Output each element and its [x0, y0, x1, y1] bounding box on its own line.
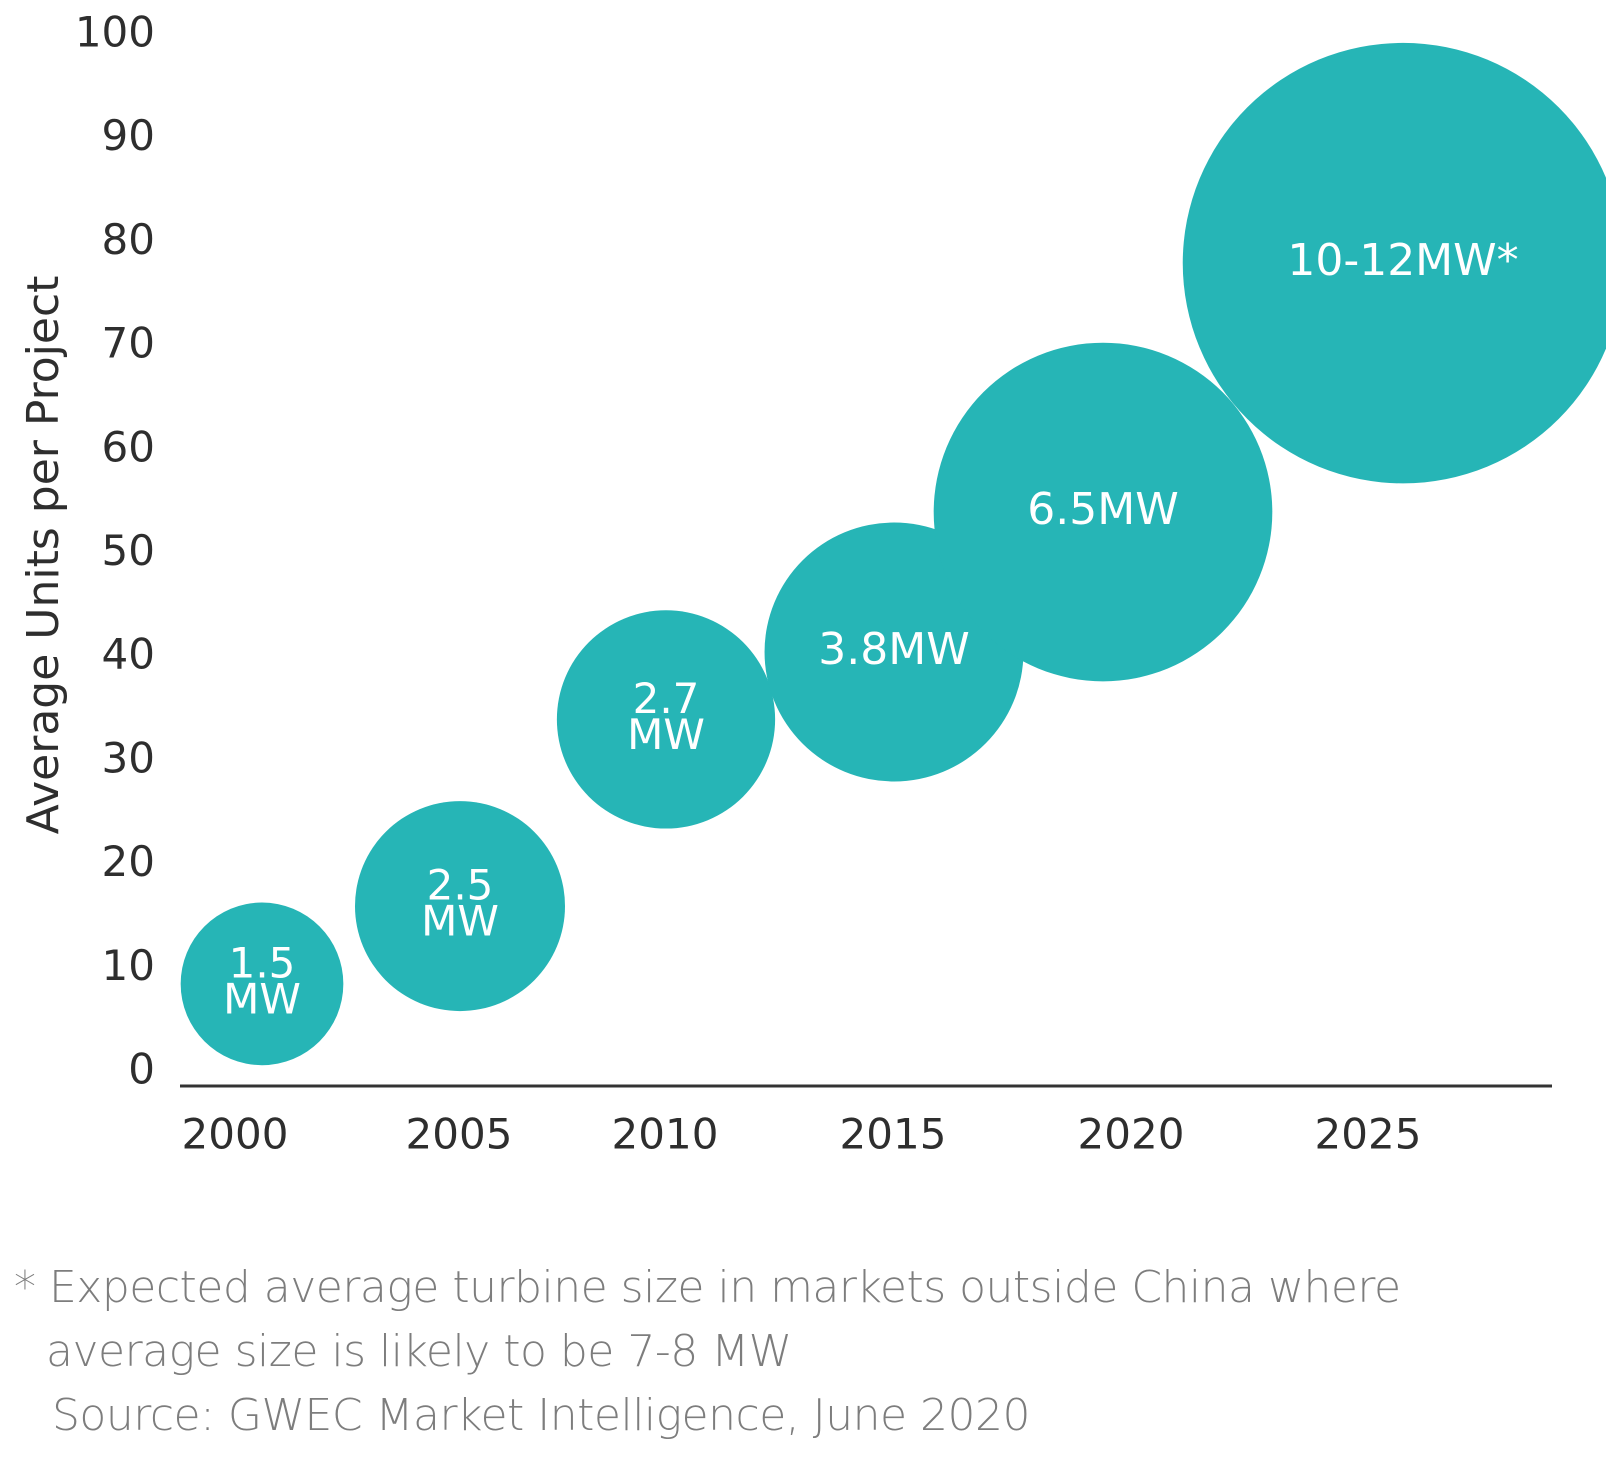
x-tick-label: 2015 — [840, 1110, 947, 1159]
bubble-label: MW — [421, 897, 499, 946]
y-tick-label: 40 — [102, 630, 155, 679]
y-axis-ticks: 0 10 20 30 40 50 60 70 80 90 100 — [75, 8, 155, 1094]
chart-notes: * Expected average turbine size in marke… — [14, 1256, 1574, 1448]
bubble-label: MW — [223, 974, 301, 1023]
bubble-2010: 2.7MW — [556, 610, 776, 829]
x-tick-label: 2005 — [406, 1110, 513, 1159]
bubble-2000: 1.5MW — [180, 902, 344, 1066]
y-tick-label: 70 — [102, 319, 155, 368]
y-tick-label: 50 — [102, 526, 155, 575]
bubble-2005: 2.5MW — [355, 801, 565, 1012]
bubble-2020: 6.5MW — [933, 342, 1273, 682]
bubble-label: 1.5 — [229, 938, 296, 987]
source-note: Source: GWEC Market Intelligence, June 2… — [52, 1390, 1031, 1441]
bubble-circle — [1182, 42, 1606, 484]
x-axis-ticks: 2000 2005 2010 2015 2020 2025 — [182, 1110, 1422, 1159]
x-tick-label: 2025 — [1315, 1110, 1422, 1159]
y-tick-label: 80 — [102, 215, 155, 264]
bubble-label: MW — [627, 710, 705, 759]
bubble-2025: 10-12MW* — [1182, 42, 1606, 484]
y-tick-label: 0 — [128, 1045, 155, 1094]
bubble-label: 6.5MW — [1027, 484, 1178, 535]
footnote-line-2: average size is likely to be 7-8 MW — [46, 1326, 792, 1377]
bubble-circle — [355, 801, 565, 1012]
y-tick-label: 30 — [102, 733, 155, 782]
y-tick-label: 100 — [75, 8, 155, 57]
x-tick-label: 2010 — [612, 1110, 719, 1159]
y-tick-label: 90 — [102, 111, 155, 160]
bubble-chart: 0 10 20 30 40 50 60 70 80 90 100 Average Units per… — [18, 8, 1606, 1159]
y-tick-label: 60 — [102, 422, 155, 471]
bubble-circle — [180, 902, 344, 1066]
x-tick-label: 2020 — [1078, 1110, 1185, 1159]
y-tick-label: 10 — [102, 941, 155, 990]
y-tick-label: 20 — [102, 837, 155, 886]
bubble-label: 2.5 — [427, 861, 494, 910]
bubble-label: 3.8MW — [818, 624, 969, 675]
y-axis-label: Average Units per Project — [18, 276, 69, 835]
bubble-label: 2.7 — [633, 674, 700, 723]
footnote-line-1: * Expected average turbine size in marke… — [14, 1262, 1401, 1313]
bubble-label: 10-12MW* — [1287, 235, 1518, 286]
x-tick-label: 2000 — [182, 1110, 289, 1159]
bubble-circle — [556, 610, 776, 829]
bubble-circle — [933, 342, 1273, 682]
